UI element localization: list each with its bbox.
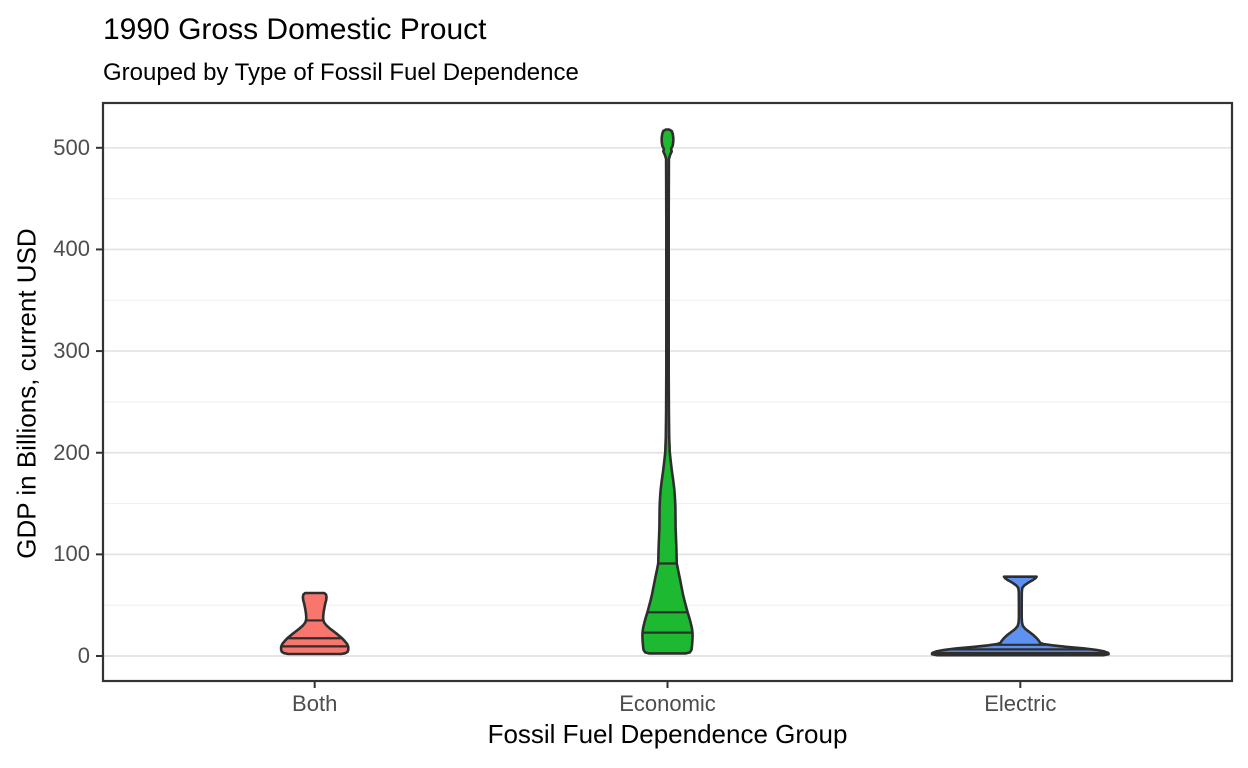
x-tick-label-economic: Economic <box>619 691 716 716</box>
y-tick-label: 0 <box>77 643 90 668</box>
chart-subtitle: Grouped by Type of Fossil Fuel Dependenc… <box>103 59 579 86</box>
violin-both <box>279 591 350 656</box>
x-tick-label-both: Both <box>292 691 338 716</box>
y-tick-label: 300 <box>53 338 90 364</box>
y-axis-title: GDP in Billions, current USD <box>11 228 42 559</box>
y-tick-label: 500 <box>53 134 90 160</box>
y-tick-label: 200 <box>53 439 90 465</box>
chart-title: 1990 Gross Domestic Prouct <box>103 13 487 46</box>
violin-shape-electric <box>930 575 1110 657</box>
violin-economic <box>641 128 694 655</box>
y-tick-label: 400 <box>53 236 90 262</box>
violin-shape-economic <box>641 128 694 655</box>
x-axis-title: Fossil Fuel Dependence Group <box>487 719 848 749</box>
violin-electric <box>930 575 1110 657</box>
x-tick-label-electric: Electric <box>984 691 1057 716</box>
y-tick-label: 100 <box>53 541 90 567</box>
